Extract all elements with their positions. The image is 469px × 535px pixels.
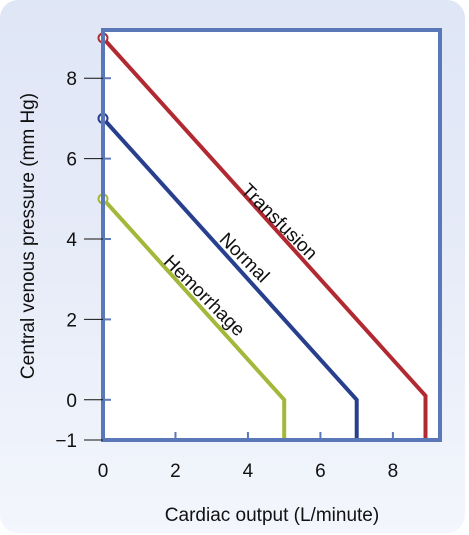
series-line-hemorrhage: [101, 197, 287, 440]
y-tick-label: 2: [66, 310, 77, 331]
y-tick-label: 6: [66, 150, 77, 171]
x-axis-title: Cardiac output (L/minute): [165, 505, 379, 526]
y-tick-label: −1: [55, 431, 77, 452]
plot-frame: [101, 28, 442, 442]
y-axis-title: Central venous pressure (mm Hg): [18, 93, 39, 379]
series-line-normal: [101, 117, 359, 440]
series-line-transfusion: [101, 36, 428, 440]
x-tick-label: 8: [388, 461, 399, 482]
x-tick-label: 2: [170, 461, 181, 482]
x-tick-label: 0: [98, 461, 109, 482]
x-tick-label: 6: [315, 461, 326, 482]
y-tick-label: 8: [66, 69, 77, 90]
y-tick-label: 4: [66, 230, 77, 251]
x-tick-label: 4: [243, 461, 254, 482]
y-tick-label: 0: [66, 391, 77, 412]
